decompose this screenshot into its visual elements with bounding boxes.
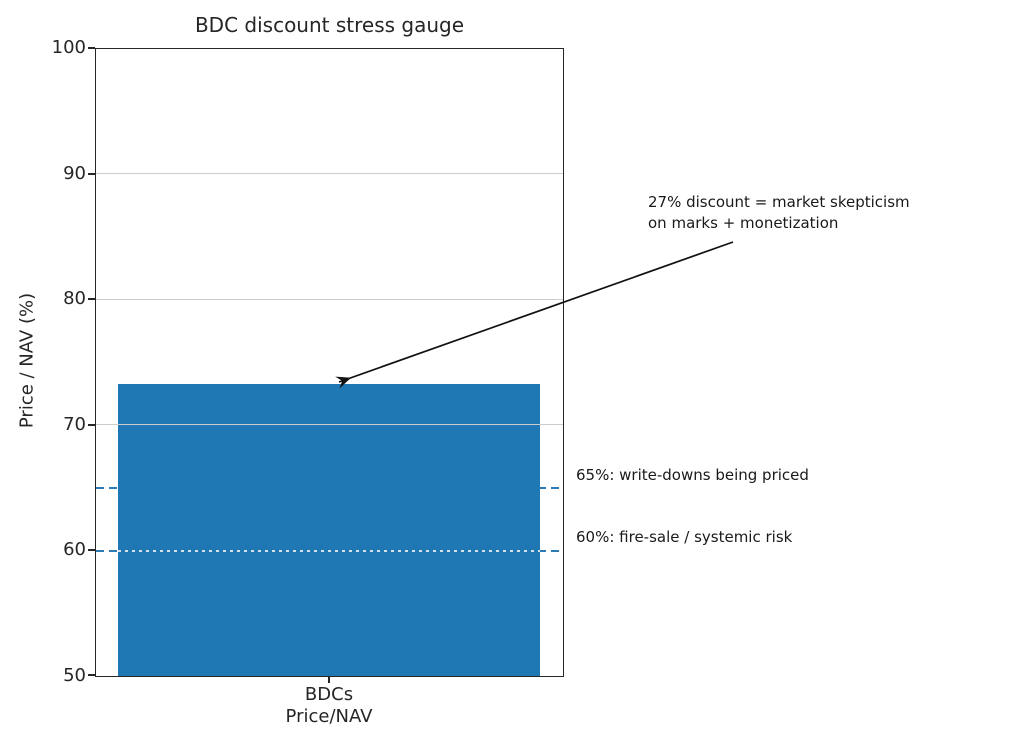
gridline-80 [96,299,563,300]
x-tick-label-line1: BDCs [304,684,354,705]
reference-label-65: 65%: write-downs being priced [576,466,809,484]
y-tick-mark [88,424,95,426]
y-tick-mark [88,173,95,175]
reference-line-60-overlay [118,550,540,552]
y-tick-mark [88,549,95,551]
annotation-text: 27% discount = market skepticism on mark… [648,192,910,234]
plot-area [95,48,564,677]
y-tick-label-70: 70 [63,414,86,435]
y-tick-label-100: 100 [51,37,86,58]
bar-bdcs-price-nav [118,384,540,676]
x-tick-label-line2: Price/NAV [285,706,373,727]
x-tick-mark [328,677,330,683]
y-tick-label-50: 50 [63,665,86,686]
annotation-line1: 27% discount = market skepticism [648,193,910,211]
y-tick-label-60: 60 [63,539,86,560]
y-tick-label-80: 80 [63,288,86,309]
gridline-90 [96,173,563,174]
x-tick-label: BDCs Price/NAV [229,684,429,728]
y-tick-label-90: 90 [63,163,86,184]
chart-title: BDC discount stress gauge [194,13,465,37]
gridline-70 [96,424,563,425]
annotation-line2: on marks + monetization [648,214,839,232]
y-tick-mark [88,674,95,676]
reference-label-60: 60%: fire-sale / systemic risk [576,528,793,546]
y-tick-mark [88,47,95,49]
y-tick-mark [88,298,95,300]
